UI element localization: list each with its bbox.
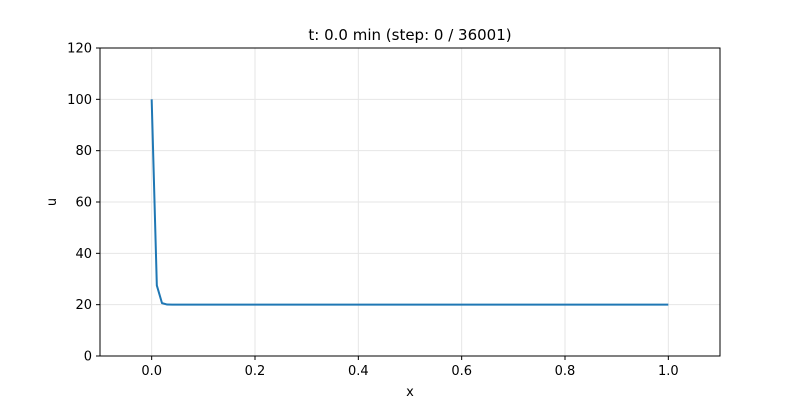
y-axis: 0 20 40 60 80 100 120	[67, 42, 100, 365]
x-axis: 0.0 0.2 0.4 0.6 0.8 1.0	[141, 356, 679, 379]
y-tick-label: 0	[84, 350, 92, 365]
y-tick-label: 80	[75, 144, 92, 159]
x-tick-label: 0.0	[141, 364, 162, 379]
series-line	[150, 99, 669, 306]
y-tick-label: 60	[75, 196, 92, 211]
y-tick-label: 120	[67, 42, 92, 57]
x-tick-label: 0.6	[451, 364, 472, 379]
x-tick-label: 0.8	[555, 364, 576, 379]
x-tick-label: 0.4	[348, 364, 369, 379]
y-tick-label: 20	[75, 298, 92, 313]
chart-title: t: 0.0 min (step: 0 / 36001)	[308, 26, 511, 44]
x-axis-label: x	[406, 385, 414, 400]
x-tick-label: 0.2	[245, 364, 266, 379]
y-tick-label: 100	[67, 93, 92, 108]
x-tick-label: 1.0	[658, 364, 679, 379]
series-layer	[150, 99, 669, 306]
y-tick-label: 40	[75, 247, 92, 262]
y-axis-label: u	[45, 198, 60, 206]
